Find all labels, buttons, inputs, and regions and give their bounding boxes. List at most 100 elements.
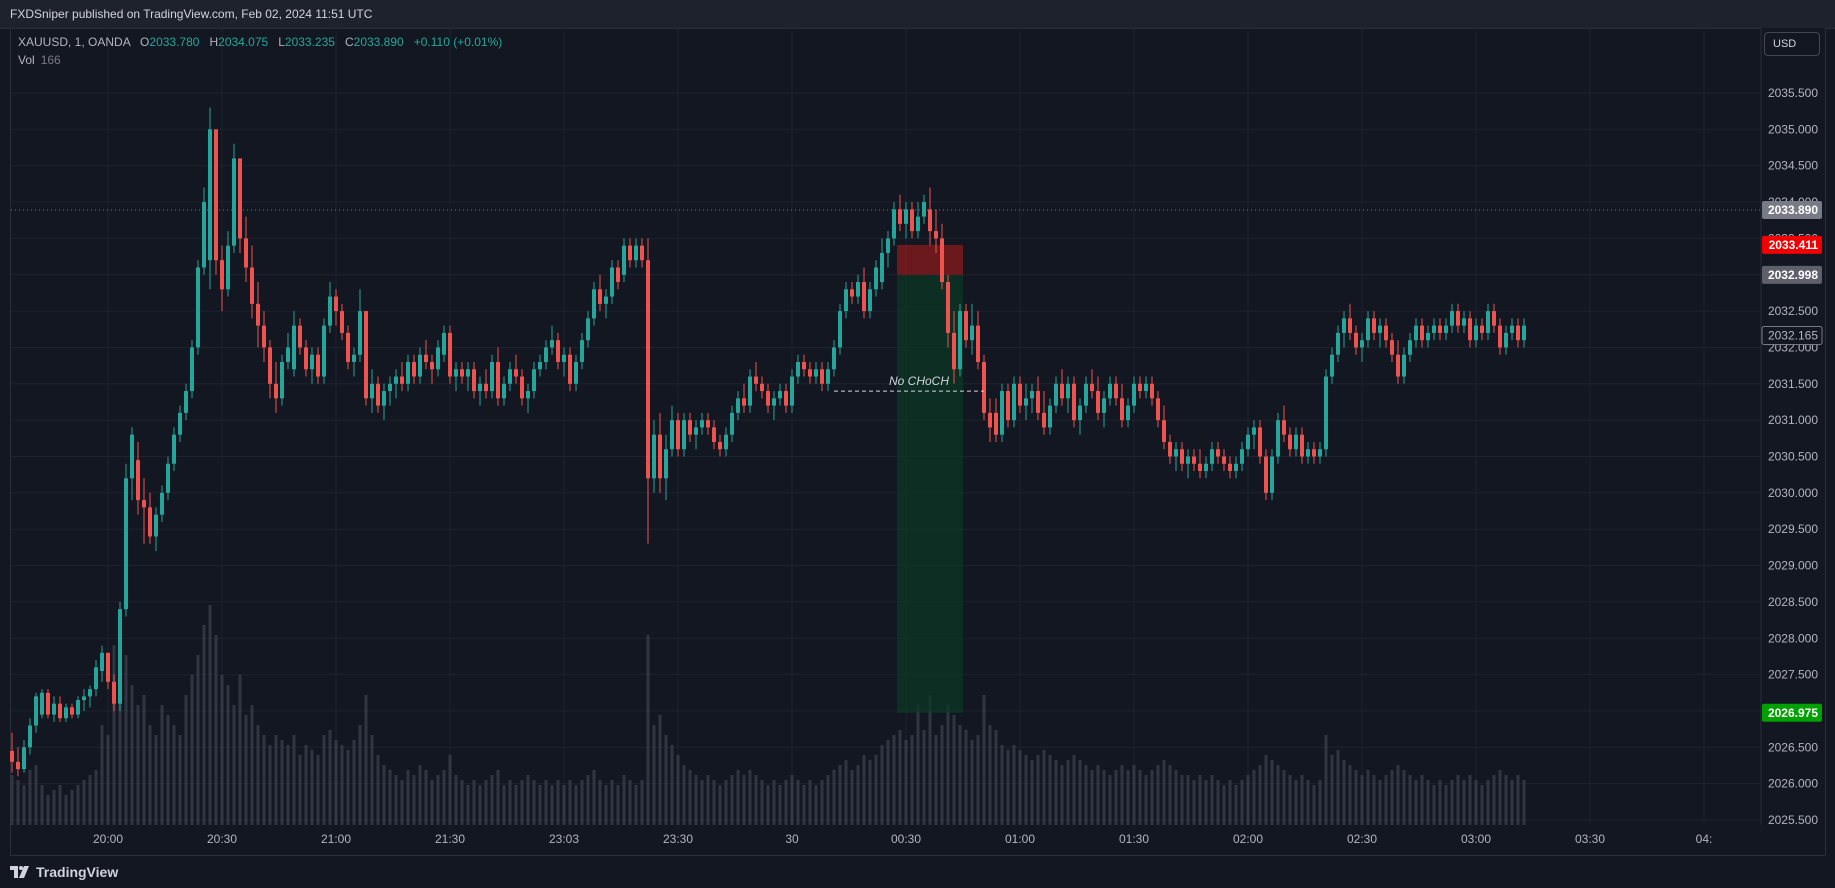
volume-bar <box>658 715 662 825</box>
candle-body <box>322 325 326 377</box>
volume-bar <box>646 635 650 825</box>
legend-c-label: C <box>344 35 354 49</box>
volume-bar <box>844 760 848 825</box>
candle-body <box>826 369 830 384</box>
candle-body <box>1294 434 1298 450</box>
tradingview-brand[interactable]: TradingView <box>10 864 118 880</box>
candle-body <box>412 361 416 377</box>
candle-body <box>568 354 572 384</box>
volume-bar <box>736 770 740 825</box>
price-tick: 2028.500 <box>1768 595 1818 609</box>
volume-bar <box>520 780 524 825</box>
volume-legend: Vol 166 <box>18 53 61 67</box>
volume-bar <box>406 770 410 825</box>
volume-bar <box>1234 785 1238 825</box>
candle-body <box>1378 325 1382 333</box>
volume-label[interactable]: Vol <box>18 53 35 67</box>
volume-bar <box>136 705 140 825</box>
candle-body <box>76 700 80 715</box>
candle-body <box>1066 383 1070 399</box>
volume-bar <box>400 780 404 825</box>
candle-body <box>166 463 170 493</box>
candle-body <box>940 238 944 283</box>
candle-body <box>442 332 446 355</box>
candle-body <box>772 398 776 406</box>
volume-bar <box>1480 785 1484 825</box>
volume-bar <box>430 780 434 825</box>
volume-bar <box>436 775 440 825</box>
candle-body <box>484 383 488 392</box>
volume-bar <box>100 725 104 825</box>
volume-bar <box>304 745 308 825</box>
volume-bar <box>1372 775 1376 825</box>
volume-bar <box>214 635 218 825</box>
candle-body <box>52 703 56 715</box>
volume-bar <box>460 780 464 825</box>
price-label-stop <box>1762 235 1822 254</box>
volume-value: 166 <box>40 53 61 67</box>
candle-body <box>676 420 680 450</box>
currency-button[interactable]: USD <box>1764 32 1820 56</box>
volume-bar <box>502 785 506 825</box>
volume-bar <box>760 780 764 825</box>
volume-bar <box>1456 775 1460 825</box>
volume-bar <box>1060 765 1064 825</box>
candle-body <box>1354 332 1358 348</box>
volume-bar <box>712 780 716 825</box>
candle-body <box>196 267 200 348</box>
volume-bar <box>394 775 398 825</box>
candle-body <box>1372 318 1376 333</box>
volume-bar <box>352 740 356 825</box>
volume-bar <box>1108 775 1112 825</box>
candle-body <box>346 332 350 362</box>
volume-bar <box>574 785 578 825</box>
candle-body <box>586 318 590 341</box>
candle-body <box>616 267 620 283</box>
volume-bar <box>682 765 686 825</box>
candle-body <box>118 609 122 704</box>
candle-body <box>1426 332 1430 341</box>
candle-body <box>148 507 152 537</box>
candle-body <box>712 427 716 442</box>
volume-bar <box>58 785 62 825</box>
volume-bar <box>544 780 548 825</box>
volume-bar <box>1348 765 1352 825</box>
volume-bar <box>958 725 962 825</box>
candle-body <box>460 369 464 377</box>
candle-body <box>1204 463 1208 472</box>
price-tick: 2029.500 <box>1768 522 1818 536</box>
candle-body <box>832 347 836 370</box>
volume-bar <box>856 765 860 825</box>
volume-bar <box>802 785 806 825</box>
volume-bar <box>1318 780 1322 825</box>
price-tick: 2030.000 <box>1768 486 1818 500</box>
candle-body <box>622 245 626 275</box>
candle-body <box>268 347 272 384</box>
time-tick: 20:00 <box>93 832 123 846</box>
volume-bar <box>754 775 758 825</box>
candle-body <box>958 311 962 370</box>
volume-bar <box>232 705 236 825</box>
time-tick: 00:30 <box>891 832 921 846</box>
candle-body <box>898 209 902 224</box>
volume-bar <box>274 735 278 825</box>
volume-bar <box>1114 770 1118 825</box>
volume-bar <box>154 735 158 825</box>
volume-bar <box>106 735 110 825</box>
stop-zone <box>897 244 963 275</box>
price-axis-bg <box>1761 28 1825 825</box>
volume-bar <box>1228 780 1232 825</box>
candle-body <box>538 361 542 370</box>
volume-bar <box>160 705 164 825</box>
candle-body <box>1132 383 1136 406</box>
candle-body <box>1084 383 1088 406</box>
legend-symbol[interactable]: XAUUSD, 1, OANDA <box>18 35 131 49</box>
candle-body <box>634 245 638 261</box>
candle-body <box>952 332 956 370</box>
volume-bar <box>238 675 242 825</box>
candle-body <box>1156 398 1160 421</box>
candle-body <box>1174 449 1178 457</box>
candle-body <box>238 158 242 239</box>
price-label-entry <box>1762 265 1822 284</box>
